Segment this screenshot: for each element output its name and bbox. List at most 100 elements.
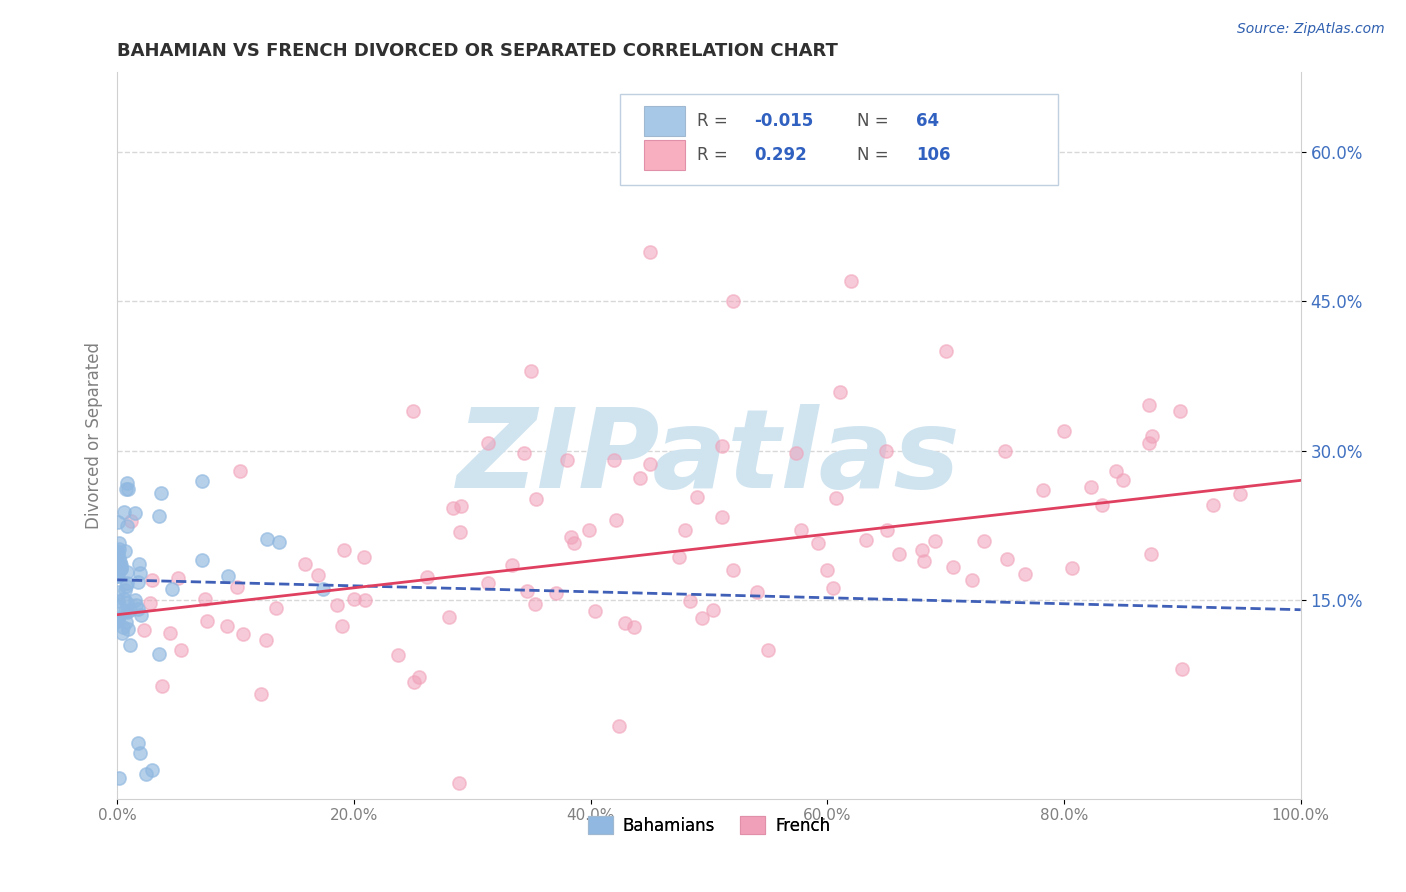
Point xyxy=(516,584,538,599)
Point xyxy=(107,613,129,627)
Point xyxy=(150,679,173,693)
Point xyxy=(839,274,862,288)
Point xyxy=(108,599,131,613)
Point xyxy=(1140,547,1163,561)
Point xyxy=(1032,483,1054,497)
Text: Source: ZipAtlas.com: Source: ZipAtlas.com xyxy=(1237,22,1385,37)
Point xyxy=(404,675,426,690)
Point xyxy=(1229,486,1251,500)
Point xyxy=(997,552,1019,566)
Point xyxy=(125,598,148,612)
Point xyxy=(114,544,136,558)
Text: 64: 64 xyxy=(917,112,939,130)
Point xyxy=(1060,561,1083,575)
Point xyxy=(523,597,546,611)
Point xyxy=(1053,424,1076,438)
Point xyxy=(107,613,129,627)
Point xyxy=(583,604,606,618)
Point xyxy=(628,471,651,485)
Point xyxy=(501,558,523,572)
Point xyxy=(115,596,138,610)
Point xyxy=(607,719,630,733)
Point xyxy=(110,562,132,576)
Point xyxy=(132,624,155,638)
Point xyxy=(127,602,149,616)
Point xyxy=(1091,498,1114,512)
Point xyxy=(107,546,129,560)
Text: N =: N = xyxy=(856,112,894,130)
Point xyxy=(105,614,128,628)
Point xyxy=(117,482,139,496)
Point xyxy=(217,569,239,583)
Point xyxy=(107,612,129,626)
Point xyxy=(108,550,131,565)
Point xyxy=(711,439,734,453)
Point xyxy=(226,580,249,594)
Point xyxy=(437,610,460,624)
Point xyxy=(614,616,637,631)
Point xyxy=(402,403,425,417)
Point xyxy=(114,579,136,593)
Point xyxy=(162,582,184,596)
Point xyxy=(148,648,170,662)
Point xyxy=(105,544,128,558)
Point xyxy=(815,563,838,577)
Point xyxy=(215,619,238,633)
Point xyxy=(408,671,430,685)
Text: -0.015: -0.015 xyxy=(754,112,813,130)
Point xyxy=(194,592,217,607)
Point xyxy=(821,581,844,595)
Text: R =: R = xyxy=(697,146,733,164)
Point xyxy=(115,482,138,496)
Point xyxy=(249,687,271,701)
Point xyxy=(159,626,181,640)
Point xyxy=(256,532,278,546)
Point xyxy=(555,453,578,467)
Point xyxy=(254,632,277,647)
Point xyxy=(447,776,470,790)
Point xyxy=(312,582,335,596)
Point xyxy=(702,603,724,617)
Point xyxy=(105,569,128,583)
Point xyxy=(120,514,142,528)
Point xyxy=(110,558,132,573)
Point xyxy=(128,746,150,760)
Point xyxy=(266,600,288,615)
Point xyxy=(546,586,568,600)
Point xyxy=(477,435,499,450)
Point xyxy=(973,534,995,549)
Point xyxy=(117,622,139,636)
Text: R =: R = xyxy=(697,112,733,130)
Point xyxy=(562,536,585,550)
Point xyxy=(167,571,190,585)
Point xyxy=(512,446,534,460)
Point xyxy=(960,573,983,587)
Point xyxy=(686,490,709,504)
Point xyxy=(450,499,472,513)
FancyBboxPatch shape xyxy=(644,140,685,170)
Point xyxy=(789,523,811,537)
Point xyxy=(307,567,329,582)
Point xyxy=(1112,474,1135,488)
Point xyxy=(141,573,163,587)
Point xyxy=(1171,662,1194,676)
Point xyxy=(135,767,157,781)
Point xyxy=(127,574,149,589)
Point xyxy=(679,594,702,608)
Point xyxy=(115,605,138,619)
Point xyxy=(876,524,898,538)
Point xyxy=(107,542,129,557)
Point xyxy=(524,492,547,507)
Point xyxy=(994,443,1017,458)
Point xyxy=(520,364,543,378)
Point xyxy=(191,475,214,489)
Point xyxy=(115,476,138,491)
Point xyxy=(828,384,851,399)
Point xyxy=(107,569,129,583)
Point xyxy=(912,554,935,568)
Point xyxy=(112,505,135,519)
Point xyxy=(294,557,316,571)
Point xyxy=(332,542,354,557)
Point xyxy=(1168,404,1191,418)
Point xyxy=(807,536,830,550)
